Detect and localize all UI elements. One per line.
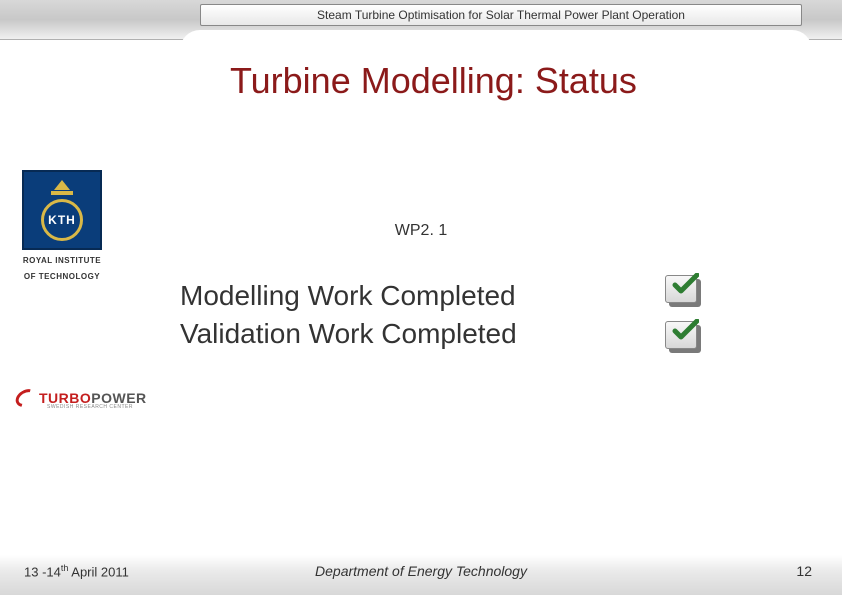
wp-label: WP2. 1 [0, 222, 842, 240]
kth-caption-2: OF TECHNOLOGY [22, 272, 102, 282]
checkmark-icon [671, 273, 699, 297]
status-item-2: Validation Work Completed [180, 318, 517, 350]
kth-caption-1: ROYAL INSTITUTE [22, 256, 102, 266]
status-item-1: Modelling Work Completed [180, 280, 517, 312]
footer-page-number: 12 [796, 563, 812, 579]
footer-department: Department of Energy Technology [0, 563, 842, 579]
turbopower-logo: TURBOPOWER SWEDISH RESEARCH CENTER [15, 390, 165, 410]
check-icons-group [665, 275, 705, 367]
header-title-bar: Steam Turbine Optimisation for Solar The… [200, 4, 802, 26]
crown-icon [47, 180, 77, 195]
check-icon-2 [665, 321, 705, 357]
status-list: Modelling Work Completed Validation Work… [180, 280, 517, 356]
header-title-text: Steam Turbine Optimisation for Solar The… [317, 8, 685, 22]
turbopower-swirl-icon [15, 390, 37, 406]
checkmark-icon [671, 319, 699, 343]
check-icon-1 [665, 275, 705, 311]
slide-title: Turbine Modelling: Status [230, 60, 637, 102]
